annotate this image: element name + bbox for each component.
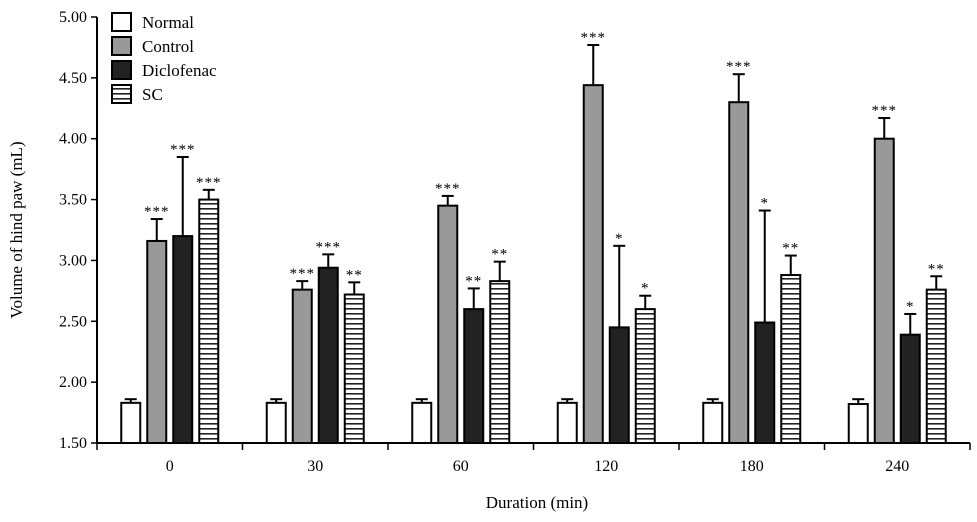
y-tick-label: 1.50 (59, 435, 87, 452)
bar-diclofenac (899, 333, 921, 444)
significance-label: *** (170, 142, 196, 158)
significance-label: ** (782, 241, 799, 257)
bar-control (582, 84, 604, 444)
bar-normal (120, 401, 142, 445)
y-tick-label: 3.00 (59, 252, 87, 269)
x-tick-label: 30 (307, 458, 323, 475)
y-tick-label: 4.00 (59, 131, 87, 148)
bar-control (873, 137, 895, 444)
bar-sc (634, 308, 656, 444)
significance-label: *** (316, 239, 342, 255)
y-tick-label: 2.50 (59, 313, 87, 330)
significance-label: *** (581, 30, 607, 46)
y-axis-label: Volume of hind paw (mL) (7, 141, 26, 318)
significance-label: ** (346, 267, 363, 283)
significance-label: *** (726, 59, 752, 75)
significance-label: *** (872, 103, 898, 119)
x-tick-label: 180 (740, 458, 764, 475)
bar-control (437, 204, 459, 444)
bar-diclofenac (608, 326, 630, 444)
x-tick-label: 60 (453, 458, 469, 475)
x-tick-label: 0 (166, 458, 174, 475)
significance-label: ** (465, 273, 482, 289)
bar-control (728, 101, 750, 444)
legend-label: Diclofenac (142, 61, 217, 80)
significance-label: *** (290, 266, 316, 282)
y-tick-label: 4.50 (59, 70, 87, 87)
bar-sc (925, 288, 947, 445)
bar-sc (780, 274, 802, 444)
bar-normal (411, 401, 433, 445)
x-tick-label: 240 (885, 458, 909, 475)
bar-normal (847, 403, 869, 444)
bar-diclofenac (317, 266, 339, 444)
significance-label: ** (928, 261, 945, 277)
bar-normal (556, 401, 578, 445)
x-tick-label: 120 (594, 458, 618, 475)
bar-sc (343, 293, 365, 444)
legend-swatch (111, 36, 132, 56)
bar-normal (702, 401, 724, 445)
bar-diclofenac (754, 321, 776, 445)
y-tick-label: 5.00 (59, 9, 87, 26)
bar-diclofenac (172, 235, 194, 444)
legend-swatch (111, 84, 132, 104)
legend-swatch (111, 60, 132, 80)
legend-swatch (111, 12, 132, 32)
bar-control (291, 288, 313, 445)
significance-label: * (615, 231, 624, 247)
bar-sc (198, 198, 220, 444)
significance-label: * (641, 281, 650, 297)
legend-label: SC (142, 85, 163, 104)
significance-label: ** (491, 247, 508, 263)
significance-label: *** (435, 181, 461, 197)
bar-sc (489, 280, 511, 444)
significance-label: * (906, 299, 915, 315)
y-tick-label: 3.50 (59, 192, 87, 209)
significance-label: *** (144, 204, 170, 220)
bar-diclofenac (463, 308, 485, 444)
x-axis-label: Duration (min) (486, 493, 588, 512)
legend-label: Control (142, 37, 194, 56)
bar-normal (265, 401, 287, 445)
bar-control (146, 239, 168, 444)
y-tick-label: 2.00 (59, 374, 87, 391)
significance-label: * (761, 196, 770, 212)
legend-label: Normal (142, 13, 194, 32)
significance-label: *** (196, 175, 222, 191)
